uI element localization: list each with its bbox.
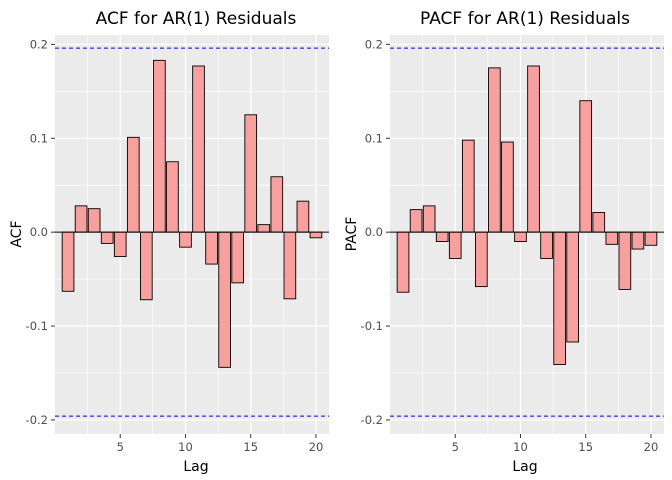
acf-x-tick-label: 10 [178, 440, 193, 454]
pacf-bar-lag-2 [409, 209, 423, 233]
pacf-bar-lag-13 [553, 231, 566, 365]
pacf-bar-lag-1 [396, 231, 410, 293]
acf-bar-lag-9 [166, 161, 179, 233]
pacf-bar-lag-3 [422, 205, 436, 233]
acf-bar-lag-4 [100, 231, 114, 244]
acf-y-tick-label: -0.1 [26, 319, 48, 333]
acf-bar-lag-6 [126, 136, 140, 233]
acf-bar-lag-13 [218, 231, 231, 368]
acf-y-axis-title: ACF [9, 220, 25, 247]
pacf-y-tick-label: 0.1 [365, 131, 383, 145]
pacf-bar-lag-14 [566, 231, 579, 343]
pacf-bar-lag-5 [448, 231, 462, 259]
pacf-bar-lag-9 [501, 141, 514, 233]
pacf-bar-lag-20 [644, 231, 658, 246]
acf-bar-lag-8 [153, 59, 166, 233]
pacf-y-axis-title: PACF [344, 217, 360, 252]
pacf-bar-lag-10 [514, 231, 527, 242]
pacf-y-tick-label: -0.1 [361, 319, 383, 333]
pacf-x-tick-label: 5 [452, 440, 459, 454]
acf-bar-lag-7 [140, 231, 153, 301]
acf-bar-lag-15 [244, 114, 258, 233]
acf-bar-lag-18 [283, 231, 297, 300]
pacf-panel: PACF for AR(1) Residuals Lag PACF -0.2-0… [344, 9, 664, 475]
acf-bar-lag-10 [179, 231, 192, 248]
acf-y-tick-label: 0.2 [30, 37, 48, 51]
acf-plot-area: -0.2 -0.1 0.0 0.1 0.2 5 10 15 20 [26, 35, 329, 454]
pacf-x-tick-label: 10 [513, 440, 528, 454]
pacf-y-tick-label: -0.2 [361, 413, 383, 427]
pacf-bar-lag-8 [488, 67, 501, 233]
pacf-x-axis-title: Lag [512, 459, 537, 475]
acf-y-tick-label: 0.1 [30, 131, 48, 145]
acf-x-tick-label: 15 [243, 440, 258, 454]
pacf-bar-lag-18 [618, 231, 632, 290]
acf-bar-lag-12 [205, 231, 218, 265]
acf-bar-lag-19 [296, 200, 310, 233]
pacf-y-tick-label: 0.2 [365, 37, 383, 51]
acf-y-tick-label: 0.0 [30, 225, 48, 239]
pacf-bar-lag-7 [475, 231, 488, 288]
acf-bar-lag-11 [192, 65, 205, 233]
pacf-bar-lag-16 [592, 211, 606, 233]
pacf-bar-lag-6 [461, 139, 475, 233]
acf-y-tick-label: -0.2 [26, 413, 48, 427]
pacf-bar-lag-12 [540, 231, 553, 259]
pacf-bar-lag-11 [527, 65, 540, 233]
acf-bar-lag-3 [87, 208, 101, 233]
pacf-x-tick-label: 15 [578, 440, 593, 454]
pacf-y-tick-label: 0.0 [365, 225, 383, 239]
acf-x-axis-title: Lag [183, 459, 208, 475]
acf-bar-lag-5 [113, 231, 127, 258]
pacf-x-tick-label: 20 [644, 440, 659, 454]
pacf-plot-area: -0.2 -0.1 0.0 0.1 0.2 5 10 15 20 [361, 35, 664, 454]
acf-x-tick-label: 5 [117, 440, 124, 454]
acf-chart-title: ACF for AR(1) Residuals [96, 9, 297, 29]
pacf-bar-lag-19 [631, 231, 645, 250]
acf-bar-lag-20 [309, 231, 323, 239]
acf-bar-lag-16 [257, 224, 271, 233]
pacf-chart-title: PACF for AR(1) Residuals [420, 9, 630, 29]
acf-bar-lag-1 [61, 231, 75, 292]
pacf-bar-lag-17 [605, 231, 619, 245]
pacf-bar-lag-4 [435, 231, 449, 242]
acf-panel: ACF for AR(1) Residuals Lag ACF -0.2 -0.1… [9, 9, 329, 475]
acf-x-tick-label: 20 [309, 440, 324, 454]
acf-bar-lag-14 [231, 231, 244, 284]
acf-bar-lag-2 [74, 205, 88, 233]
acf-bar-lag-17 [270, 176, 284, 233]
pacf-bar-lag-15 [579, 100, 593, 233]
